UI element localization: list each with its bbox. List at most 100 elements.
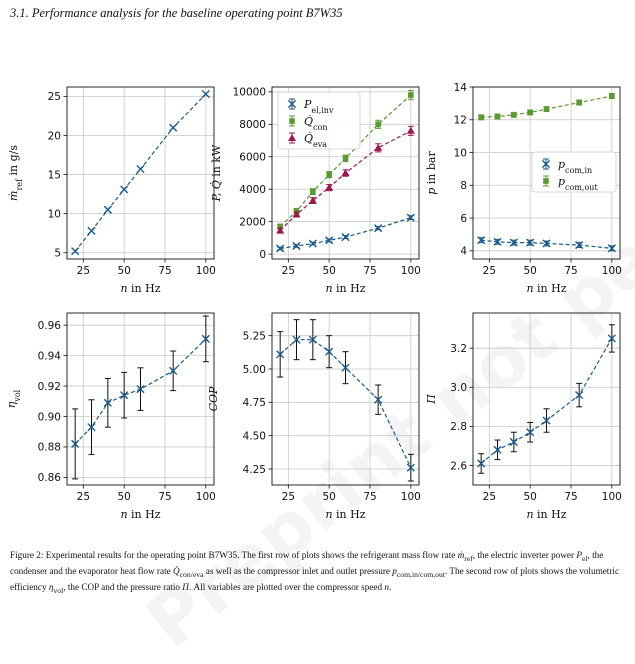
y-axis-subscript: ref [15,178,24,191]
series-main [276,319,415,482]
y-tick-label: 4.50 [243,430,266,442]
y-axis-symbol: p [425,188,438,195]
x-tick-label: 50 [117,491,130,503]
y-tick-label: 8000 [239,119,266,131]
y-axis-label: p in bar [425,151,438,195]
caption-symbol: p [392,565,397,576]
data-point [543,106,550,112]
data-point [542,239,551,248]
caption-symbol: Q̇ [173,565,180,576]
legend-label: pcom,in [558,158,592,175]
data-point [325,183,334,191]
legend-label-symbol: P [303,98,312,111]
data-point [341,232,350,242]
data-point [277,223,283,230]
data-point [325,347,334,356]
legend-label-subscript: el,inv [311,106,334,115]
legend-label: Q̇con [304,115,327,132]
y-tick-label: 5.25 [243,330,266,342]
data-point [308,196,317,204]
data-point [406,463,415,472]
x-tick-label: 50 [322,265,335,277]
y-axis-label: ηvol [5,389,22,408]
data-point [511,112,517,118]
data-point [276,244,285,253]
y-axis-unit: in g/s [7,145,20,179]
x-axis-label: n in Hz [325,282,365,295]
x-tick-label: 100 [196,491,216,503]
caption-text: . [388,581,392,592]
x-tick-label: 75 [564,491,577,503]
legend-label-subscript: com,in [565,166,592,175]
x-axis-unit: in Hz [534,282,567,295]
data-point [493,237,502,246]
data-point [527,109,533,116]
y-tick-label: 2000 [239,216,266,228]
data-point [71,439,80,448]
caption-text: Figure 2: Experimental results for the o… [10,550,458,560]
data-point [341,363,350,372]
data-point [406,126,415,134]
legend-label-subscript: con [313,123,327,132]
data-point [326,171,332,178]
x-axis-symbol: n [120,282,127,295]
x-axis-label: n in Hz [325,508,365,521]
data-point [575,390,584,400]
data-point [308,335,317,344]
y-tick-label: 6000 [239,152,266,164]
legend-marker [287,99,297,109]
x-tick-label: 75 [158,491,171,503]
x-tick-label: 50 [523,491,536,503]
caption-text: , the electric inverter power [472,550,577,560]
data-point [292,241,301,251]
legend-label: pcom,out [558,175,598,192]
legend-label-symbol: Q̇ [304,132,313,145]
series-line [280,217,412,250]
x-axis-unit: in Hz [333,508,366,521]
data-point [169,123,178,132]
series-line [480,338,613,464]
data-point [292,210,301,218]
data-point [120,185,129,194]
caption-symbol: ṁ [457,550,465,560]
caption-subscript: vol [53,585,64,595]
data-point [341,169,350,176]
y-axis-symbol: Π [425,394,438,405]
data-point [374,395,383,404]
data-point [71,247,80,256]
x-tick-label: 75 [158,265,171,277]
figure-caption: Figure 2: Experimental results for the o… [10,549,625,596]
y-tick-label: 14 [454,82,468,94]
legend-marker [543,178,549,184]
y-tick-label: 0.96 [38,320,62,332]
y-tick-label: 5.00 [243,364,266,376]
y-axis-label: Π [425,394,438,405]
x-tick-label: 25 [77,491,90,503]
chart-pi: 25 50 75 100 2.6 2.8 3.0 3.2 n in Hz Π [425,312,622,521]
data-point [103,398,112,407]
caption-text: , the COP and the pressure ratio [63,581,183,592]
data-point [87,226,96,235]
data-point [169,366,178,375]
data-point [374,224,383,233]
y-tick-label: 4 [460,246,467,258]
legend-box [531,151,617,193]
plot-frame [66,86,215,260]
caption-symbol: Π [182,581,189,592]
section-heading: 3.1. Performance analysis for the baseli… [10,6,343,20]
caption-symbol: n [384,581,389,592]
x-tick-label: 50 [117,265,130,277]
x-tick-label: 25 [282,265,295,277]
x-tick-label: 100 [602,265,622,277]
y-tick-label: 10 [454,147,467,159]
x-tick-label: 25 [282,491,295,503]
y-tick-label: 4.25 [243,464,266,476]
chart-cop: 25 50 75 100 4.25 4.50 4.75 5.00 5.25 n in Hz COP [207,312,421,521]
chart-mref: 25 50 75 100 5 10 15 20 25 n in Hz ṁref in g/s [7,86,216,295]
caption-subscript: ref [464,553,473,563]
y-axis-symbol: ṁ [7,191,20,201]
y-tick-label: 10 [48,208,61,220]
legend-marker [541,159,551,169]
